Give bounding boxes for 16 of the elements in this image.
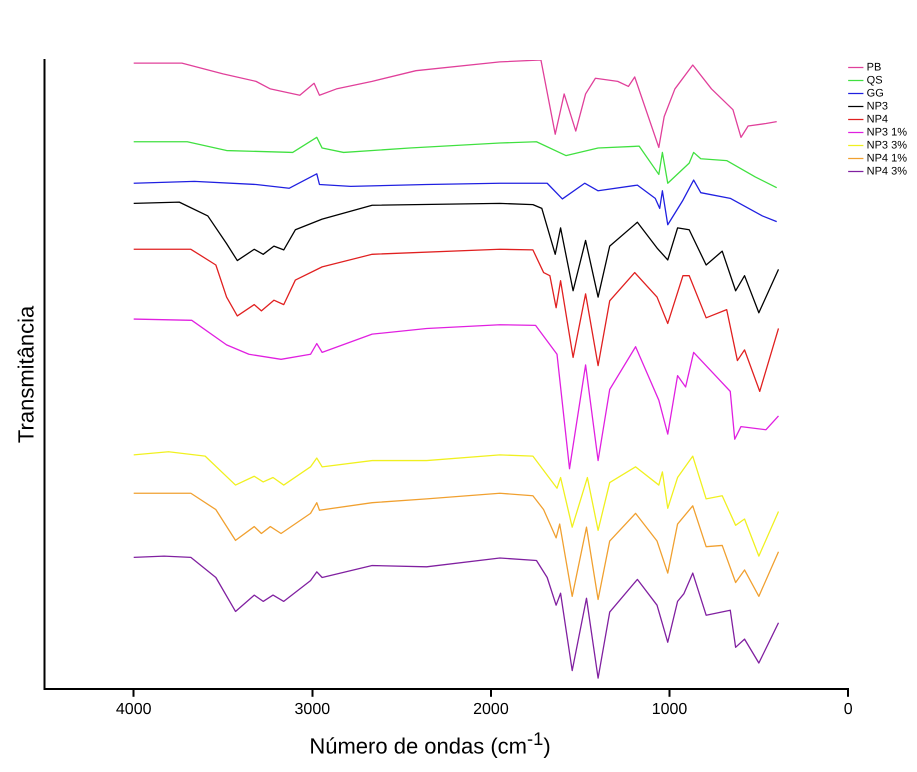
y-axis-title: Transmitância — [13, 304, 38, 444]
legend-label: NP3 3% — [866, 140, 908, 152]
x-tick-label: 1000 — [652, 700, 688, 718]
legend-label: GG — [866, 88, 884, 100]
x-axis-title: Número de ondas (cm$^{-1}$) — [308, 728, 552, 760]
legend-label: NP4 — [866, 114, 888, 126]
legend-label: NP3 — [866, 100, 888, 113]
legend-label: QS — [866, 74, 883, 87]
legend-label: PB — [866, 62, 882, 74]
legend-label: NP4 1% — [866, 152, 908, 165]
legend-label: NP4 3% — [866, 166, 908, 178]
x-tick-label: 3000 — [294, 700, 330, 718]
x-tick-label: 0 — [844, 700, 853, 718]
x-tick-label: 2000 — [473, 700, 509, 718]
legend-label: NP3 1% — [866, 126, 908, 139]
x-tick-label: 4000 — [116, 700, 152, 718]
